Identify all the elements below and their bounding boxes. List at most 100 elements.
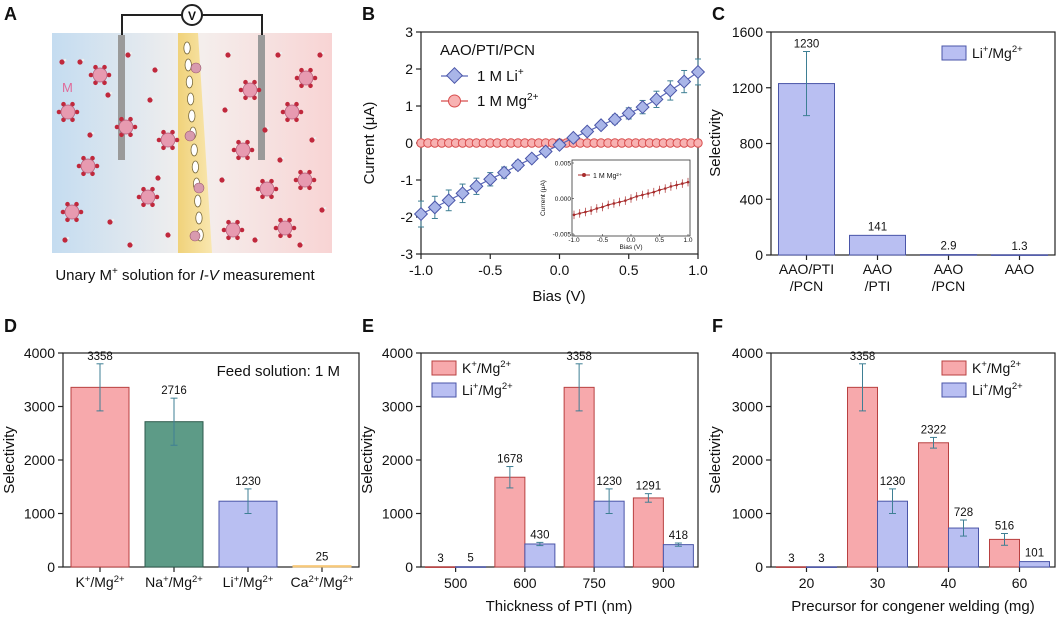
small-ion-h	[91, 131, 95, 135]
ion-core-icon	[259, 181, 275, 197]
series-li-point	[649, 92, 664, 107]
water-molecule-icon	[221, 227, 227, 233]
y-tick-label: 1200	[732, 80, 763, 96]
inset-legend: 1 M Mg²⁺	[593, 173, 623, 180]
x-tick-label: 1.0	[688, 262, 708, 278]
series-li-point	[663, 83, 678, 98]
water-molecule-icon	[76, 163, 82, 169]
voltmeter-label: V	[188, 9, 196, 23]
water-molecule-icon	[273, 186, 279, 192]
water-molecule-icon	[287, 233, 292, 239]
y-tick-label: 400	[740, 191, 764, 207]
inset-point	[629, 197, 633, 200]
small-ion-dot	[87, 132, 93, 138]
hydrated-ion-icon	[114, 116, 138, 138]
small-ion-h	[301, 241, 305, 245]
small-ion-icon	[125, 51, 133, 58]
panel-b-legend-title: AAO/PTI/PCN	[440, 42, 535, 59]
water-molecule-icon	[78, 209, 84, 215]
inset-point	[675, 183, 678, 187]
inset-point	[652, 190, 656, 194]
inset-y-tick-label: 0.005	[555, 161, 572, 168]
y-tick-label: 1600	[732, 24, 763, 40]
water-molecule-icon	[65, 217, 70, 223]
panel-b-xlabel: Bias (V)	[532, 288, 585, 305]
y-tick-label: 3000	[24, 399, 55, 415]
small-ion-dot	[125, 52, 131, 58]
ion-core-icon	[92, 67, 108, 83]
panel-e-xlabel: Thickness of PTI (nm)	[486, 598, 633, 615]
water-molecule-icon	[141, 186, 146, 192]
inset-point	[641, 193, 644, 197]
bar-value-label: 430	[530, 529, 549, 541]
water-molecule-icon	[150, 186, 155, 192]
bar-value-label: 2716	[161, 385, 187, 397]
series-li-point	[607, 112, 622, 127]
x-tick-label: AAO/PTI/PCN	[779, 261, 834, 294]
hydrated-ion-icon	[255, 178, 279, 200]
water-molecule-icon	[93, 64, 98, 70]
bar-value-label: 3358	[566, 351, 592, 363]
bar-value-label: 2322	[921, 424, 947, 436]
inset-point	[624, 199, 627, 202]
inset-point	[612, 202, 616, 205]
small-ion-dot	[275, 52, 281, 58]
inset-y-tick-label: -0.005	[553, 232, 572, 239]
y-tick-label: 4000	[382, 345, 413, 361]
x-tick-label: 0.0	[550, 262, 570, 278]
small-ion-dot	[317, 52, 323, 58]
membrane-pore	[190, 143, 198, 157]
inset-x-tick-label: 1.0	[683, 237, 692, 244]
small-ion-dot	[59, 59, 65, 65]
membrane-pore	[194, 194, 202, 208]
x-tick-label: 60	[1012, 575, 1028, 591]
hydrated-ion-icon	[293, 169, 317, 191]
water-molecule-icon	[260, 194, 265, 200]
small-ion-h	[313, 136, 317, 140]
water-molecule-icon	[226, 235, 231, 241]
y-tick-label: 2000	[732, 452, 763, 468]
small-ion-h	[229, 51, 233, 55]
hydrated-ion-icon	[280, 101, 304, 123]
y-tick-label: 2	[405, 61, 413, 77]
water-molecule-icon	[256, 87, 262, 93]
panel-b-legend: 1 M Li+ 1 M Mg2+	[441, 67, 539, 110]
bar	[918, 442, 949, 568]
ion-core-icon	[140, 189, 156, 205]
bar-value-label: 2.9	[941, 241, 957, 253]
water-molecule-icon	[61, 101, 66, 107]
water-molecule-icon	[119, 116, 124, 122]
small-ion-h	[109, 91, 113, 95]
panel-e-bar-chart: E 0 1000 2000 3000 4000 500 600 750 900 3 5 1678 43…	[359, 316, 699, 615]
panel-b-ylabel: Current (μA)	[361, 102, 378, 185]
small-ion-icon	[165, 231, 173, 238]
panel-c-ylabel: Selectivity	[707, 109, 724, 177]
inset-x-tick-label: 0.5	[655, 237, 664, 244]
series-li-point	[621, 106, 636, 121]
water-molecule-icon	[132, 124, 138, 130]
panel-d-annotation: Feed solution: 1 M	[217, 363, 340, 380]
water-molecule-icon	[235, 219, 240, 225]
panel-d-letter: D	[4, 316, 17, 336]
series-li-point	[483, 172, 498, 187]
small-ion-icon	[262, 126, 270, 133]
small-ion-dot	[147, 97, 153, 103]
bar-value-label: 3358	[850, 351, 876, 363]
membrane-pore	[187, 92, 195, 106]
panel-d-bar-chart: D 0 1000 2000 3000 4000 K+/Mg2+ Na+/Mg2+ Li+/Mg…	[1, 316, 360, 590]
inset-point	[669, 185, 673, 188]
small-ion-dot	[309, 137, 315, 143]
bar	[849, 234, 906, 256]
water-molecule-icon	[114, 124, 120, 130]
panel-f-legend: K+/Mg2+ Li+/Mg2+	[941, 359, 1023, 398]
panel-f-xlabel: Precursor for congener welding (mg)	[791, 598, 1034, 615]
y-tick-label: 1000	[732, 506, 763, 522]
water-molecule-icon	[74, 217, 79, 223]
series-li-point	[441, 193, 456, 208]
y-tick-label: 0	[755, 247, 763, 263]
water-molecule-icon	[106, 72, 112, 78]
water-molecule-icon	[93, 80, 98, 86]
water-molecule-icon	[294, 75, 300, 81]
panel-b-letter: B	[362, 4, 375, 24]
x-tick-label: 0.5	[619, 262, 639, 278]
